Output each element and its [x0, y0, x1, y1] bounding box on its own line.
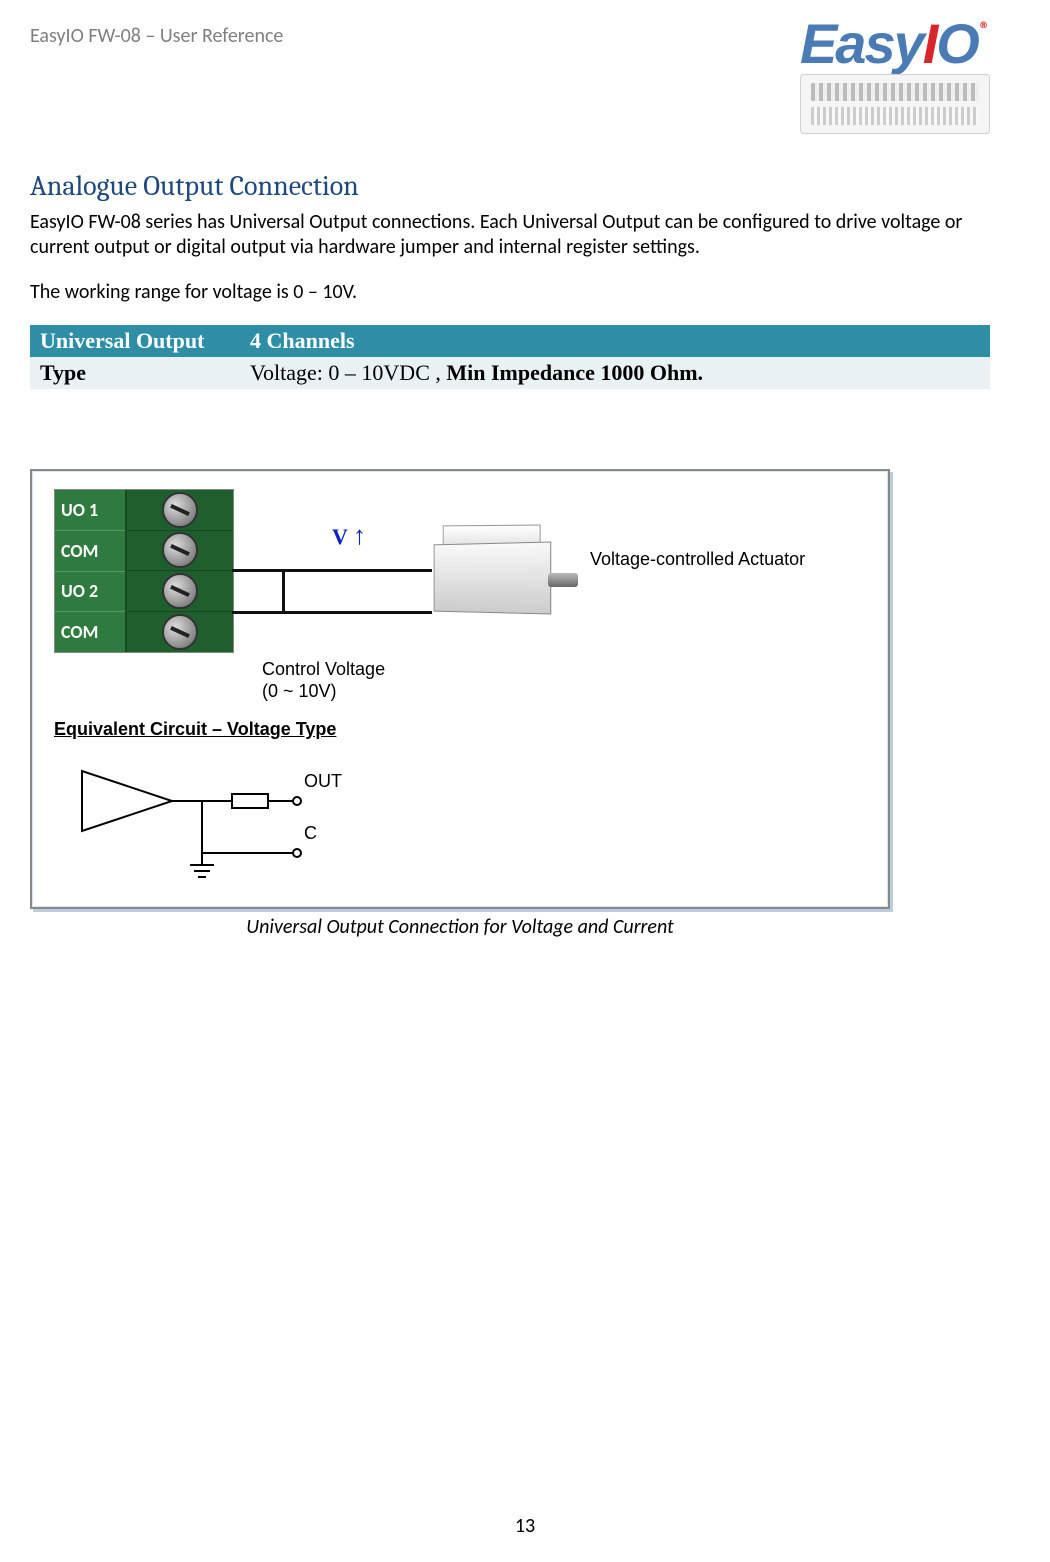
- doc-title: EasyIO FW-08 – User Reference: [30, 20, 283, 48]
- terminal-block: UO 1 COM UO 2 COM: [54, 489, 234, 653]
- actuator-label: Voltage-controlled Actuator: [590, 549, 805, 570]
- table-header-left: Universal Output: [30, 325, 240, 357]
- control-voltage-label: Control Voltage(0 ~ 10V): [262, 659, 385, 702]
- device-thumbnail: [800, 74, 990, 134]
- wire: [232, 611, 432, 614]
- terminal-labels: UO 1 COM UO 2 COM: [55, 490, 125, 652]
- spec-table: Universal Output 4 Channels Type Voltage…: [30, 325, 990, 389]
- equivalent-circuit-diagram: [72, 761, 392, 891]
- wire: [232, 569, 432, 572]
- circuit-c-label: C: [304, 823, 317, 844]
- section-paragraph-2: The working range for voltage is 0 – 10V…: [30, 280, 990, 305]
- screw-icon: [162, 532, 198, 568]
- section-heading: Analogue Output Connection: [30, 170, 990, 202]
- brand-logo: EasyIO ®: [800, 16, 990, 72]
- terminal-screws: [125, 490, 233, 652]
- terminal-label: UO 1: [55, 490, 125, 531]
- equivalent-circuit-title: Equivalent Circuit – Voltage Type: [54, 719, 336, 740]
- wire: [282, 569, 285, 613]
- circuit-out-label: OUT: [304, 771, 342, 792]
- table-header-right: 4 Channels: [240, 325, 990, 357]
- page-header: EasyIO FW-08 – User Reference EasyIO ®: [30, 20, 990, 130]
- table-row-value: Voltage: 0 – 10VDC , Min Impedance 1000 …: [240, 357, 990, 389]
- actuator-graphic: [430, 513, 580, 633]
- figure-frame: UO 1 COM UO 2 COM V ↑ Control Voltage(0 …: [30, 469, 890, 909]
- table-row: Type Voltage: 0 – 10VDC , Min Impedance …: [30, 357, 990, 389]
- v-letter: V: [332, 524, 348, 549]
- header-right: EasyIO ®: [800, 20, 990, 134]
- screw-icon: [162, 614, 198, 650]
- table-header-row: Universal Output 4 Channels: [30, 325, 990, 357]
- terminal-label: COM: [55, 612, 125, 652]
- registered-mark: ®: [980, 18, 990, 42]
- terminal-label: UO 2: [55, 572, 125, 613]
- table-row-value-plain: Voltage: 0 – 10VDC ,: [250, 360, 446, 385]
- page-number: 13: [0, 1514, 1050, 1538]
- up-arrow-icon: ↑: [353, 521, 366, 550]
- table-row-value-bold: Min Impedance 1000 Ohm.: [446, 360, 703, 385]
- logo-text: EasyIO: [800, 16, 978, 72]
- figure-caption: Universal Output Connection for Voltage …: [30, 915, 890, 939]
- screw-icon: [162, 573, 198, 609]
- table-row-label: Type: [30, 357, 240, 389]
- screw-icon: [162, 492, 198, 528]
- section-paragraph-1: EasyIO FW-08 series has Universal Output…: [30, 210, 990, 260]
- terminal-label: COM: [55, 531, 125, 572]
- voltage-arrow-label: V ↑: [332, 521, 366, 551]
